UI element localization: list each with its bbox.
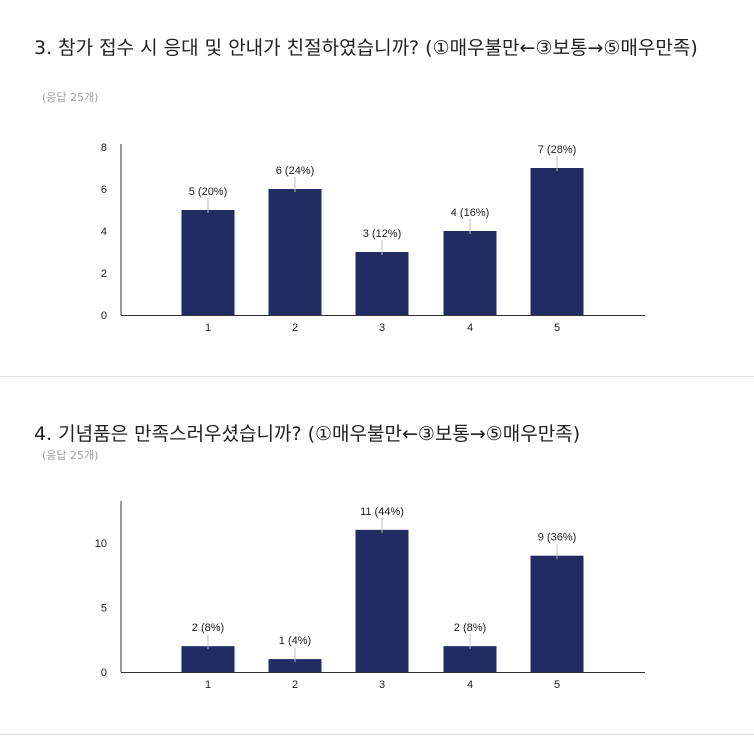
bar	[355, 529, 409, 672]
y-tick-label: 5	[101, 602, 107, 614]
data-label: 4 (16%)	[451, 207, 490, 219]
question-4-section: 4. 기념품은 만족스러우셨습니까? (①매우불만←③보통→⑤매우만족) (응답…	[0, 377, 754, 736]
x-tick-label: 5	[554, 679, 560, 691]
bar	[530, 555, 584, 672]
question-4-bar-chart: 0 5 10 2 (8%) 1 1 (4%) 2 11 (44%) 3 2 (8%) 4 9 (36%…	[95, 501, 645, 691]
bar	[268, 189, 322, 315]
data-label: 7 (28%)	[538, 144, 577, 156]
bar	[443, 231, 497, 315]
question-4-response-count: (응답 25개)	[42, 449, 99, 462]
question-3-title: 3. 참가 접수 시 응대 및 안내가 친절하였습니까? (①매우불만←③보통→…	[34, 37, 698, 59]
y-tick-label: 8	[101, 142, 107, 154]
x-tick-label: 2	[292, 322, 298, 334]
data-label: 1 (4%)	[279, 635, 311, 647]
x-tick-label: 1	[205, 322, 211, 334]
x-tick-label: 4	[467, 322, 473, 334]
question-3-bar-chart: 0 2 4 6 8 5 (20%) 1 6 (24%) 2 3 (12%) 3 4 (16%) 4 7 (…	[101, 142, 645, 334]
data-label: 3 (12%)	[363, 228, 402, 240]
data-label: 6 (24%)	[276, 165, 315, 177]
bar	[268, 659, 322, 672]
bar	[181, 210, 235, 315]
y-tick-label: 0	[101, 667, 107, 679]
section-divider-bottom	[0, 734, 754, 735]
y-tick-label: 4	[101, 226, 107, 238]
y-tick-label: 2	[101, 268, 107, 280]
bar	[443, 646, 497, 672]
section-divider	[0, 376, 754, 377]
bar	[355, 252, 409, 315]
data-label: 11 (44%)	[360, 506, 404, 518]
y-tick-label: 6	[101, 184, 107, 196]
x-tick-label: 5	[554, 322, 560, 334]
bar	[530, 168, 584, 315]
x-tick-label: 1	[205, 679, 211, 691]
x-tick-label: 3	[379, 322, 385, 334]
data-label: 5 (20%)	[189, 186, 228, 198]
data-label: 9 (36%)	[538, 532, 577, 544]
x-tick-label: 4	[467, 679, 473, 691]
x-tick-label: 3	[379, 679, 385, 691]
y-tick-label: 0	[101, 310, 107, 322]
question-3-response-count: (응답 25개)	[42, 91, 99, 104]
data-label: 2 (8%)	[454, 622, 486, 634]
data-label: 2 (8%)	[192, 622, 224, 634]
x-tick-label: 2	[292, 679, 298, 691]
question-3-section: 3. 참가 접수 시 응대 및 안내가 친절하였습니까? (①매우불만←③보통→…	[34, 37, 698, 334]
bar	[181, 646, 235, 672]
question-4-title: 4. 기념품은 만족스러우셨습니까? (①매우불만←③보통→⑤매우만족)	[34, 423, 581, 445]
y-tick-label: 10	[95, 538, 107, 550]
